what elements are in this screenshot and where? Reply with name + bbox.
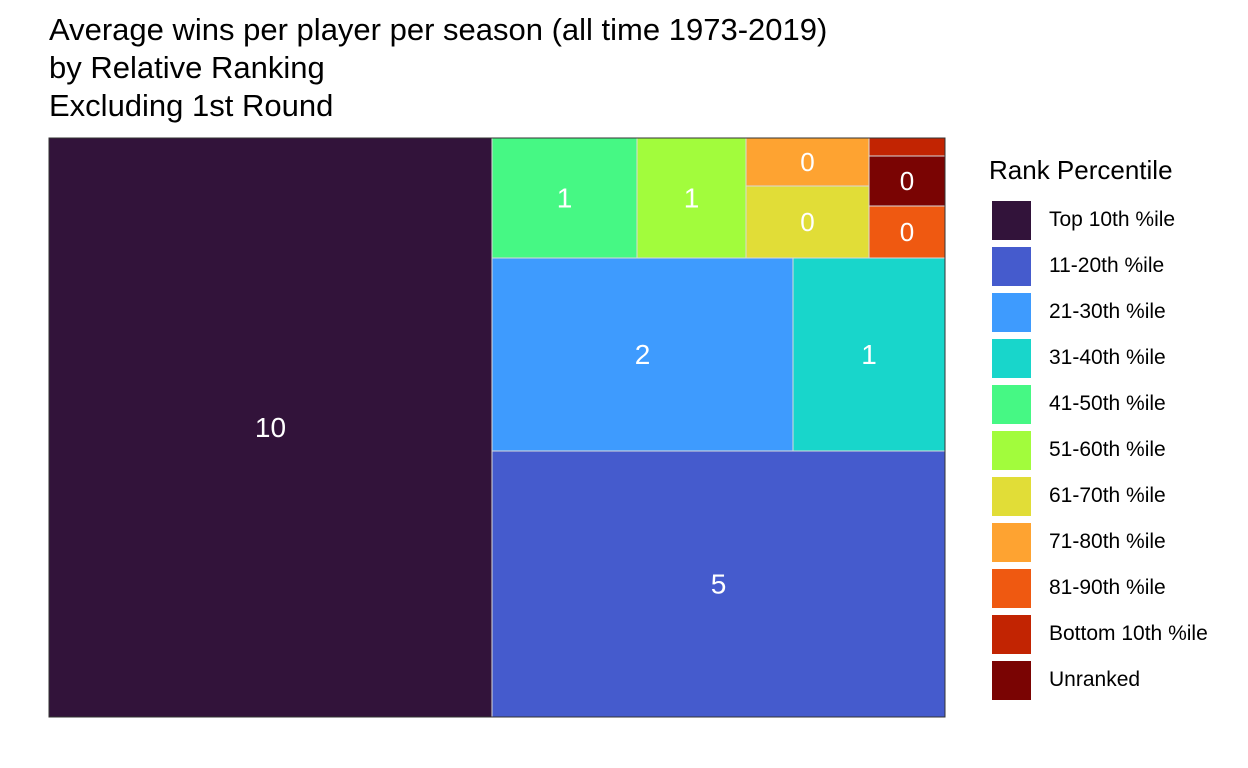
legend-swatch xyxy=(992,476,1031,516)
legend-item: 51-60th %ile xyxy=(992,430,1166,470)
legend-swatch xyxy=(992,384,1031,424)
legend-label: 81-90th %ile xyxy=(1049,576,1166,599)
treemap-tile-bottom-10th-ile xyxy=(868,137,946,157)
legend-swatch xyxy=(992,430,1031,470)
tile-label-61-70th-ile: 0 xyxy=(800,207,814,237)
treemap-tile-31-40th-ile xyxy=(792,257,946,452)
legend-item: 21-30th %ile xyxy=(992,292,1166,332)
legend-label: 71-80th %ile xyxy=(1049,530,1166,553)
tile-label-21-30th-ile: 2 xyxy=(635,339,651,370)
tile-label-11-20th-ile: 5 xyxy=(711,569,727,600)
chart-title-line-2: by Relative Ranking xyxy=(49,50,325,85)
legend-swatch xyxy=(992,568,1031,608)
legend-swatch xyxy=(992,246,1031,286)
treemap-tile-81-90th-ile xyxy=(868,205,946,259)
legend-swatch xyxy=(992,338,1031,378)
legend-swatch xyxy=(992,614,1031,654)
legend-label: Unranked xyxy=(1049,668,1141,691)
legend-item: Unranked xyxy=(992,660,1140,700)
legend-item: Bottom 10th %ile xyxy=(992,614,1208,654)
legend-item: 41-50th %ile xyxy=(992,384,1166,424)
tile-label-51-60th-ile: 1 xyxy=(684,183,700,214)
tile-label-31-40th-ile: 1 xyxy=(861,339,877,370)
plot-border xyxy=(48,137,946,718)
legend-item: Top 10th %ile xyxy=(992,200,1175,240)
tile-label-41-50th-ile: 1 xyxy=(557,183,573,214)
legend-item: 71-80th %ile xyxy=(992,522,1166,562)
chart-title-line-3: Excluding 1st Round xyxy=(49,88,334,123)
legend-swatch xyxy=(992,522,1031,562)
legend-swatch xyxy=(992,200,1031,240)
legend-swatch xyxy=(992,660,1031,700)
treemap-tile-11-20th-ile xyxy=(491,450,946,718)
legend-label: 31-40th %ile xyxy=(1049,346,1166,369)
legend-label: 61-70th %ile xyxy=(1049,484,1166,507)
legend-label: 11-20th %ile xyxy=(1049,254,1165,277)
tile-label-81-90th-ile: 0 xyxy=(900,217,914,247)
tile-label-top-10th-ile: 10 xyxy=(255,412,286,443)
tile-label-71-80th-ile: 0 xyxy=(800,147,814,177)
legend-swatch xyxy=(992,292,1031,332)
tile-label-unranked: 0 xyxy=(900,166,914,196)
treemap-tile-61-70th-ile xyxy=(745,185,870,259)
legend-item: 11-20th %ile xyxy=(992,246,1164,286)
legend-item: 81-90th %ile xyxy=(992,568,1166,608)
chart-title-line-1: Average wins per player per season (all … xyxy=(49,12,828,47)
legend-label: Top 10th %ile xyxy=(1049,208,1176,231)
legend-label: 51-60th %ile xyxy=(1049,438,1166,461)
legend-label: 41-50th %ile xyxy=(1049,392,1166,415)
treemap-tile-21-30th-ile xyxy=(491,257,794,452)
legend-item: 61-70th %ile xyxy=(992,476,1166,516)
legend-label: Bottom 10th %ile xyxy=(1049,622,1208,645)
treemap-tile-unranked xyxy=(868,155,946,207)
legend-item: 31-40th %ile xyxy=(992,338,1166,378)
legend-label: 21-30th %ile xyxy=(1049,300,1166,323)
legend-title: Rank Percentile xyxy=(989,155,1173,185)
treemap-tile-51-60th-ile xyxy=(636,137,747,259)
